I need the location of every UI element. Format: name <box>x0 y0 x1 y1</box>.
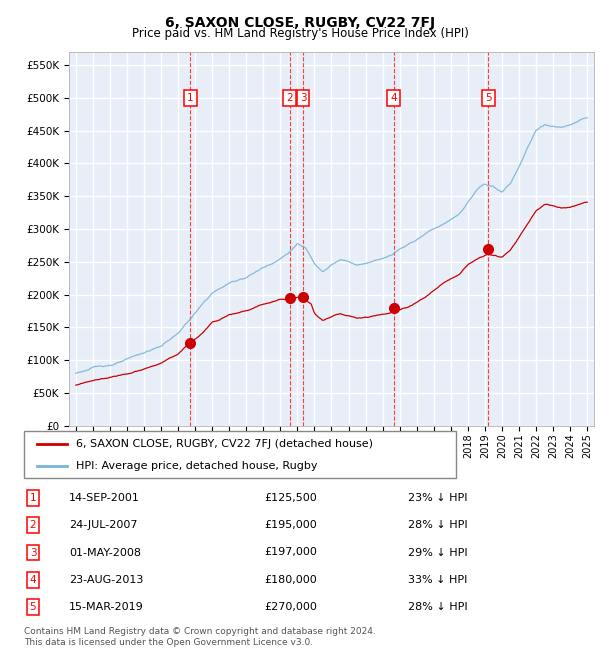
Text: £180,000: £180,000 <box>264 575 317 585</box>
Text: 23% ↓ HPI: 23% ↓ HPI <box>408 493 467 503</box>
Text: 2: 2 <box>287 93 293 103</box>
Text: 2: 2 <box>29 520 37 530</box>
Text: 3: 3 <box>29 547 37 558</box>
Text: 29% ↓ HPI: 29% ↓ HPI <box>408 547 467 558</box>
Text: 01-MAY-2008: 01-MAY-2008 <box>69 547 141 558</box>
Text: 6, SAXON CLOSE, RUGBY, CV22 7FJ (detached house): 6, SAXON CLOSE, RUGBY, CV22 7FJ (detache… <box>76 439 373 449</box>
Text: 33% ↓ HPI: 33% ↓ HPI <box>408 575 467 585</box>
Text: £125,500: £125,500 <box>264 493 317 503</box>
Text: 1: 1 <box>29 493 37 503</box>
Text: 6, SAXON CLOSE, RUGBY, CV22 7FJ: 6, SAXON CLOSE, RUGBY, CV22 7FJ <box>165 16 435 31</box>
Text: 24-JUL-2007: 24-JUL-2007 <box>69 520 137 530</box>
Text: 4: 4 <box>390 93 397 103</box>
Text: 1: 1 <box>187 93 194 103</box>
Text: 4: 4 <box>29 575 37 585</box>
Text: 28% ↓ HPI: 28% ↓ HPI <box>408 520 467 530</box>
Text: 5: 5 <box>485 93 492 103</box>
FancyBboxPatch shape <box>24 431 456 478</box>
Text: £195,000: £195,000 <box>264 520 317 530</box>
Text: HPI: Average price, detached house, Rugby: HPI: Average price, detached house, Rugb… <box>76 461 317 471</box>
Text: 28% ↓ HPI: 28% ↓ HPI <box>408 602 467 612</box>
Text: 23-AUG-2013: 23-AUG-2013 <box>69 575 143 585</box>
Text: Price paid vs. HM Land Registry's House Price Index (HPI): Price paid vs. HM Land Registry's House … <box>131 27 469 40</box>
Text: 15-MAR-2019: 15-MAR-2019 <box>69 602 144 612</box>
Text: £197,000: £197,000 <box>264 547 317 558</box>
Text: £270,000: £270,000 <box>264 602 317 612</box>
Text: 5: 5 <box>29 602 37 612</box>
Text: 3: 3 <box>300 93 307 103</box>
Text: 14-SEP-2001: 14-SEP-2001 <box>69 493 140 503</box>
Text: Contains HM Land Registry data © Crown copyright and database right 2024.
This d: Contains HM Land Registry data © Crown c… <box>24 627 376 647</box>
